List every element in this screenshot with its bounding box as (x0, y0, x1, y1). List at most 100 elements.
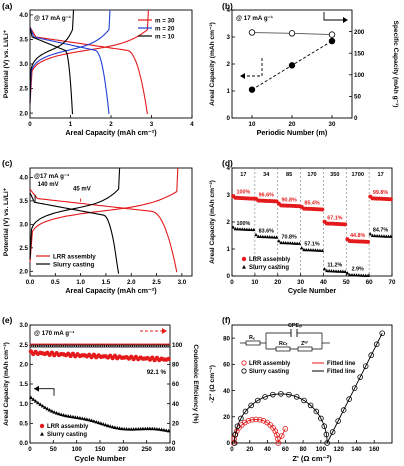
x-tick-label: 200 (118, 446, 129, 453)
legend-swatch (241, 360, 247, 366)
nyquist-point (313, 408, 320, 415)
nyquist-point (351, 385, 358, 391)
charge-curve-0 (29, 167, 179, 262)
y-tick-label: 1 (227, 88, 231, 95)
circuit-wire (265, 333, 323, 349)
x-tick-label: 20 (289, 121, 296, 128)
lrr-point (388, 197, 393, 202)
slurry-point (343, 269, 347, 274)
x-tick-label: 0.0 (26, 279, 35, 286)
y-tick-label: 2.5 (19, 245, 28, 252)
slurry-point (45, 406, 50, 411)
panel-label: (c) (2, 158, 13, 168)
slurry-point (334, 269, 338, 273)
rate-label: 350 (330, 172, 339, 178)
slurry-retention-label: 57.1% (304, 242, 319, 248)
slurry-point (159, 427, 164, 432)
legend-swatch (241, 256, 247, 262)
lrr-point (365, 239, 370, 244)
slurry-point (318, 248, 322, 252)
nyquist-point (242, 419, 248, 426)
slurry-point (164, 428, 169, 432)
panel-e: 0 50 100 150 200 250 300 0.0 0.5 1.0 1.5 2.0 2.5 3.0 0… (2, 315, 199, 463)
slurry-point (245, 227, 249, 231)
circuit-label: Zᵂ (301, 341, 308, 347)
slurry-point (52, 410, 57, 414)
annotation: @ 17 mA g⁻¹ (34, 15, 71, 22)
y-tick-label: 3 (227, 34, 231, 41)
x-tick-label: 30 (297, 279, 304, 286)
x-tick-label: 50 (50, 446, 57, 453)
slurry-point (329, 269, 334, 273)
x-tick-label: 1.5 (102, 279, 111, 286)
slurry-point (66, 414, 71, 418)
nyquist-point (307, 402, 314, 409)
x-tick-label: 10 (251, 279, 258, 286)
overpotential-label: 140 mV (38, 182, 59, 188)
legend-label: m = 10 (155, 33, 175, 40)
slurry-point (299, 246, 304, 250)
slurry-point (370, 233, 375, 238)
slurry-point (78, 416, 82, 420)
capacitor-cpe (290, 329, 298, 337)
slurry-retention-label: 83.6% (259, 228, 274, 234)
nyquist-point (379, 330, 386, 337)
charge-curve-1 (29, 9, 111, 104)
nyquist-point (270, 391, 276, 398)
slurry-retention-label: 84.7% (373, 228, 388, 234)
y2-tick-label: 20 (172, 421, 179, 428)
nyquist-point (346, 396, 352, 402)
y-tick-label: 2.0 (19, 362, 28, 369)
y2-axis-label: Coulombic Efficiency (%) (192, 344, 199, 423)
nyquist-point (275, 436, 281, 442)
x-axis-label: Z' (Ω cm⁻²) (292, 454, 332, 463)
slurry-point (279, 240, 283, 245)
y-tick-label: 1.0 (19, 401, 28, 408)
slurry-point (75, 415, 80, 420)
slurry-point (40, 403, 45, 408)
slurry-point (31, 397, 36, 401)
lrr-point (320, 207, 325, 212)
panel-f: 0 20 40 60 80 100 120 140 160 0 20 40 60 80 LRR assemb… (209, 315, 393, 463)
x-tick-label: 80 (300, 446, 307, 453)
nyquist-point (232, 431, 239, 438)
slurry-point (251, 227, 256, 232)
y-axis-label: Areal Capacity (mAh cm⁻²) (3, 342, 10, 426)
y-tick-label: 4 (227, 7, 231, 14)
slurry-point (350, 273, 354, 277)
x-tick-label: 0 (230, 279, 234, 286)
x-tick-label: 100 (316, 446, 327, 453)
y2-tick-label: 80 (172, 362, 179, 369)
slurry-point (82, 416, 87, 421)
slurry-point (235, 227, 240, 231)
slurry-point (354, 273, 359, 277)
nyquist-point (340, 407, 347, 413)
nyquist-point (293, 394, 300, 400)
y-tick-label: 4 (227, 165, 231, 172)
slurry-point (286, 241, 290, 245)
y-tick-label: 0.0 (19, 440, 28, 447)
slurry-point (313, 248, 318, 252)
slurry-point (277, 239, 281, 243)
nyquist-point (262, 394, 268, 400)
slurry-point (150, 426, 155, 431)
slurry-retention-label: 2.9% (352, 267, 364, 273)
arrow-left (34, 388, 55, 396)
legend-label: Slurry casting (249, 265, 289, 271)
legend-label: Slurry casting (47, 432, 87, 438)
nyquist-point (260, 418, 267, 424)
slurry-point (302, 247, 306, 252)
slurry-point (261, 234, 265, 239)
y-tick-label: 3 (227, 192, 231, 199)
nyquist-point (318, 415, 324, 422)
slurry-point (94, 419, 99, 424)
slurry-point (368, 232, 373, 236)
y-tick-label: 3.0 (19, 222, 28, 229)
slurry-point (166, 428, 171, 433)
slurry-point (309, 248, 313, 252)
slurry-point (103, 422, 108, 427)
slurry-point (57, 411, 61, 416)
slurry-point (331, 269, 336, 273)
legend-label: LRR assembly (249, 257, 291, 263)
